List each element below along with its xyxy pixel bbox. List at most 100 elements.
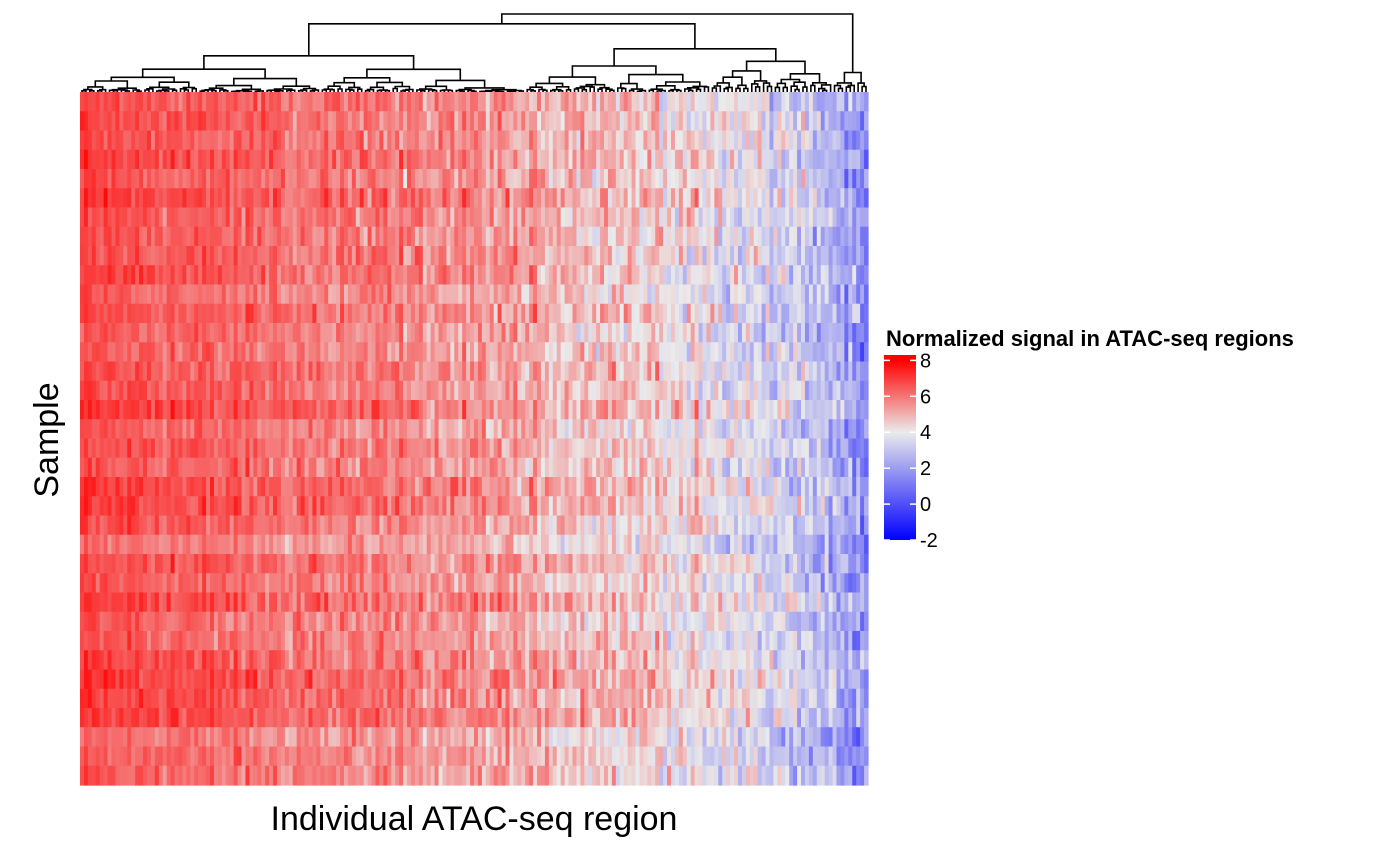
heatmap-cell [702,400,708,420]
heatmap-cell [777,361,782,382]
heatmap-cell [343,438,349,459]
dendrogram-branch [668,89,674,92]
heatmap-cell [446,92,451,112]
heatmap-cell [745,246,751,266]
heatmap-cell [836,438,842,459]
heatmap-cell [470,419,475,440]
heatmap-cell [789,515,794,536]
heatmap-cell [229,111,235,132]
heatmap-cell [741,303,747,324]
heatmap-cell [580,496,585,517]
heatmap-cell [351,149,357,170]
heatmap-cell [694,130,700,151]
heatmap-cell [489,207,495,228]
heatmap-cell [414,380,420,401]
heatmap-cell [127,207,132,228]
heatmap-cell [146,207,152,228]
heatmap-cell [166,130,172,151]
heatmap-cell [694,496,700,517]
heatmap-cell [864,438,869,459]
heatmap-cell [91,284,97,305]
heatmap-cell [588,207,593,228]
heatmap-cell [269,342,274,363]
heatmap-cell [127,265,132,286]
heatmap-cell [434,515,440,536]
heatmap-cell [292,169,298,189]
heatmap-cell [379,284,384,305]
heatmap-cell [442,284,448,305]
heatmap-cell [399,169,404,189]
heatmap-cell [474,226,479,247]
heatmap-cell [777,323,782,343]
heatmap-cell [407,207,412,228]
heatmap-cell [588,534,593,555]
heatmap-cell [119,380,124,401]
heatmap-cell [741,380,747,401]
heatmap-cell [765,477,771,497]
heatmap-cell [627,265,633,286]
dendrogram-branch [211,89,217,92]
heatmap-cell [210,361,215,382]
heatmap-cell [95,380,101,401]
heatmap-cell [765,515,771,536]
heatmap-cell [320,284,325,305]
heatmap-cell [832,149,838,170]
heatmap-cell [442,130,448,151]
heatmap-cell [434,149,440,170]
heatmap-cell [395,130,400,151]
heatmap-cell [682,111,688,132]
heatmap-cell [462,342,467,363]
heatmap-cell [600,226,605,247]
heatmap-cell [249,323,254,343]
heatmap-cell [146,496,152,517]
heatmap-cell [474,515,479,536]
heatmap-cell [481,246,487,266]
heatmap-cell [529,284,534,305]
dendrogram-branch [111,88,126,91]
heatmap-cell [753,169,759,189]
heatmap-cell [182,477,187,497]
heatmap-cell [328,111,333,132]
heatmap-cell [253,477,258,497]
heatmap-cell [418,419,424,440]
heatmap-cell [832,265,838,286]
heatmap-cell [154,111,160,132]
heatmap-cell [107,534,113,555]
heatmap-cell [824,534,830,555]
heatmap-cell [741,207,747,228]
heatmap-cell [655,149,660,170]
heatmap-cell [269,130,274,151]
heatmap-cell [143,284,148,305]
heatmap-cell [702,477,708,497]
heatmap-cell [410,111,416,132]
heatmap-cell [217,380,223,401]
heatmap-cell [474,380,479,401]
heatmap-cell [391,534,396,555]
heatmap-cell [355,188,361,209]
heatmap-cell [225,419,231,440]
heatmap-cell [497,226,503,247]
heatmap-cell [745,130,751,151]
heatmap-cell [359,515,365,536]
heatmap-cell [458,169,463,189]
heatmap-cell [533,169,538,189]
heatmap-cell [111,111,117,132]
heatmap-cell [395,496,400,517]
heatmap-cell [804,515,810,536]
heatmap-cell [265,477,270,497]
heatmap-cell [202,130,207,151]
heatmap-cell [568,149,574,170]
heatmap-cell [257,457,262,478]
heatmap-cell [336,265,341,286]
heatmap-cell [627,111,633,132]
heatmap-cell [521,130,526,151]
heatmap-cell [233,496,239,517]
heatmap-cell [647,130,652,151]
heatmap-cell [540,169,546,189]
heatmap-cell [548,303,554,324]
heatmap-cell [80,457,85,478]
heatmap-cell [718,130,723,151]
heatmap-cell [631,207,637,228]
heatmap-cell [552,419,558,440]
heatmap-cell [804,188,810,209]
